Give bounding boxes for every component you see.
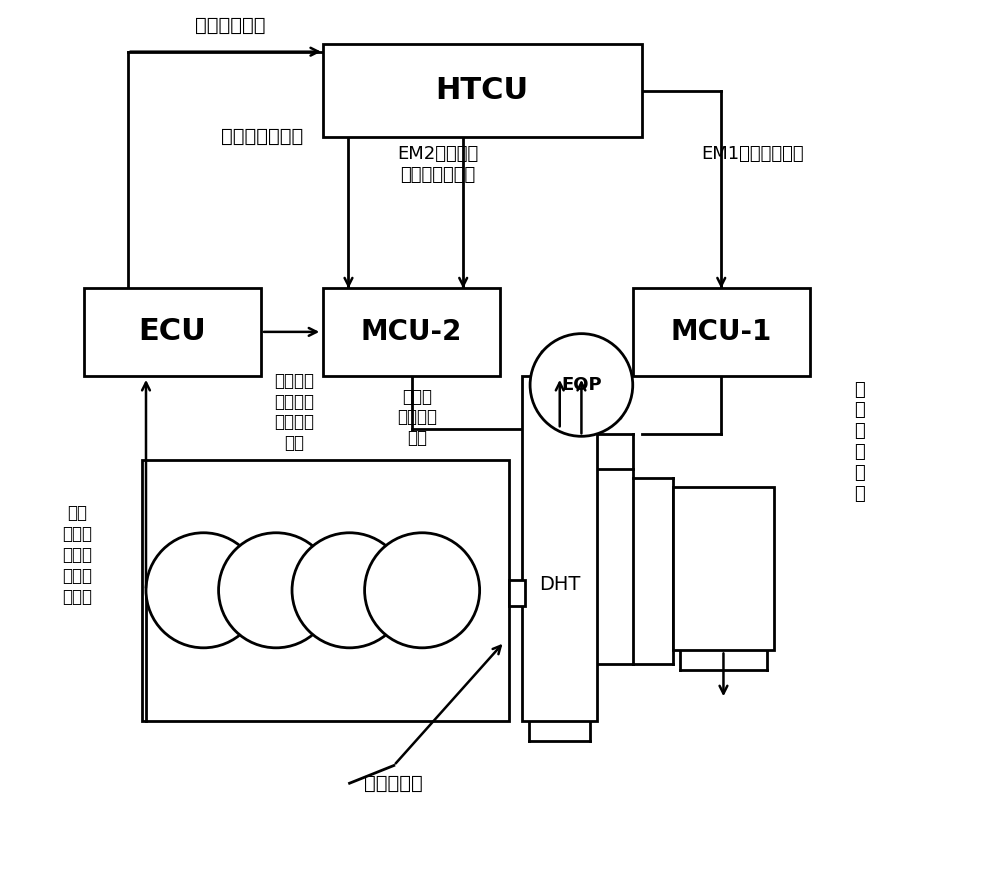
Bar	[522, 376, 597, 721]
Text: DHT: DHT	[539, 574, 581, 594]
Text: 信号凸轮
轴位置信
号和曲轴
转角: 信号凸轮 轴位置信 号和曲轴 转角	[274, 372, 314, 452]
Text: 需求发动机扭矩: 需求发动机扭矩	[221, 127, 303, 146]
Circle shape	[219, 533, 334, 648]
Text: 主
动
防
抖
控
制: 主 动 防 抖 控 制	[854, 381, 865, 503]
Circle shape	[365, 533, 480, 648]
Text: 发动机阻力矩: 发动机阻力矩	[195, 17, 265, 35]
Circle shape	[530, 334, 633, 436]
Text: MCU-2: MCU-2	[361, 318, 462, 346]
Bar	[323, 288, 500, 376]
Text: ECU: ECU	[139, 318, 206, 346]
Text: 凸轮
轴位置
信号和
曲轴转
角信号: 凸轮 轴位置 信号和 曲轴转 角信号	[62, 504, 92, 605]
Circle shape	[292, 533, 407, 648]
Bar	[509, 580, 525, 606]
Bar	[673, 487, 774, 650]
Bar	[84, 288, 261, 376]
Text: MCU-1: MCU-1	[671, 318, 772, 346]
Text: EM2电机需求
扭矩及起停请求: EM2电机需求 扭矩及起停请求	[397, 145, 479, 184]
Circle shape	[146, 533, 261, 648]
Bar	[323, 44, 642, 137]
Bar	[142, 460, 509, 721]
Text: EM1电机需求扭矩: EM1电机需求扭矩	[701, 145, 804, 163]
Text: 发动机
停机位置
控制: 发动机 停机位置 控制	[397, 388, 437, 447]
Text: HTCU: HTCU	[436, 76, 529, 105]
Bar	[633, 288, 810, 376]
Text: 扭转减震器: 扭转减震器	[364, 774, 423, 793]
Text: EOP: EOP	[561, 376, 602, 394]
